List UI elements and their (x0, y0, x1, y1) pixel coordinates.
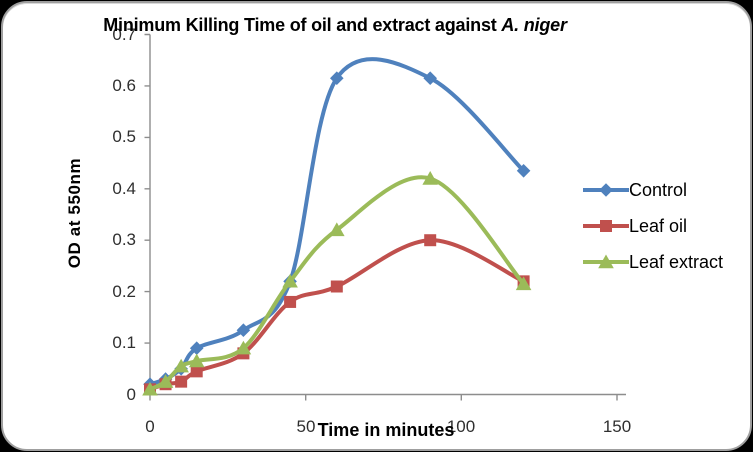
y-tick-label-0.6: 0.6 (112, 76, 136, 95)
triangle-marker-leaf-extract (515, 276, 532, 291)
x-tick-label-150: 150 (602, 417, 632, 436)
legend-item-control: Control (583, 175, 753, 205)
diamond-marker-control (330, 71, 344, 86)
y-tick-label-0.3: 0.3 (112, 230, 136, 249)
y-tick-label-0.7: 0.7 (112, 25, 136, 44)
series-line-leaf-oil (148, 238, 526, 392)
triangle-marker-leaf-extract (188, 353, 205, 368)
legend-swatch-diamond-icon (583, 183, 629, 197)
diamond-marker-control (189, 341, 204, 356)
chart-title: Minimum Killing Time of oil and extract … (40, 15, 630, 36)
diamond-marker-control (423, 71, 437, 86)
chart-title-species: A. niger (501, 15, 567, 35)
square-marker-leaf-oil (330, 280, 343, 293)
series-line-control (148, 57, 526, 387)
chart-title-main: Minimum Killing Time of oil and extract … (103, 15, 502, 35)
square-marker-leaf-oil (190, 365, 203, 378)
x-tick-label-50: 50 (296, 417, 316, 436)
y-tick-label-0: 0 (126, 385, 136, 404)
square-marker-leaf-oil (424, 234, 437, 247)
legend-swatch-square-icon (583, 220, 629, 232)
triangle-marker-leaf-extract (142, 381, 158, 396)
triangle-marker-leaf-extract (157, 374, 174, 388)
legend-item-leaf-oil: Leaf oil (583, 211, 753, 241)
legend-label-leaf-oil: Leaf oil (629, 215, 688, 236)
y-axis-title: OD at 550nm (65, 157, 84, 269)
diamond-marker-control (516, 163, 531, 178)
triangle-marker-leaf-extract (422, 171, 438, 185)
square-marker-leaf-oil (175, 375, 188, 388)
x-axis-title: Time in minutes (317, 420, 455, 440)
legend-label-leaf-extract: Leaf extract (629, 251, 724, 272)
square-marker-leaf-oil (284, 295, 297, 308)
legend-marker-diamond (599, 183, 613, 197)
legend-swatch-triangle-icon (583, 254, 629, 269)
axis-lines (144, 33, 626, 401)
y-tick-label-0.1: 0.1 (112, 333, 136, 352)
legend-marker-square (600, 220, 612, 232)
legend: Control Leaf oil Leaf extract (583, 175, 753, 283)
legend-label-control: Control (629, 179, 688, 200)
y-tick-label-0.4: 0.4 (112, 179, 136, 198)
triangle-marker-leaf-extract (173, 358, 189, 373)
legend-item-leaf-extract: Leaf extract (583, 247, 753, 277)
legend-marker-triangle (598, 254, 614, 269)
x-tick-label-0: 0 (145, 417, 155, 436)
y-tick-label-0.2: 0.2 (112, 282, 136, 301)
diamond-marker-control (236, 323, 251, 338)
triangle-marker-leaf-extract (235, 340, 252, 355)
x-tick-label-100: 100 (446, 417, 476, 436)
y-tick-label-0.5: 0.5 (112, 127, 136, 146)
triangle-marker-leaf-extract (329, 222, 345, 237)
triangle-marker-leaf-extract (282, 273, 298, 288)
